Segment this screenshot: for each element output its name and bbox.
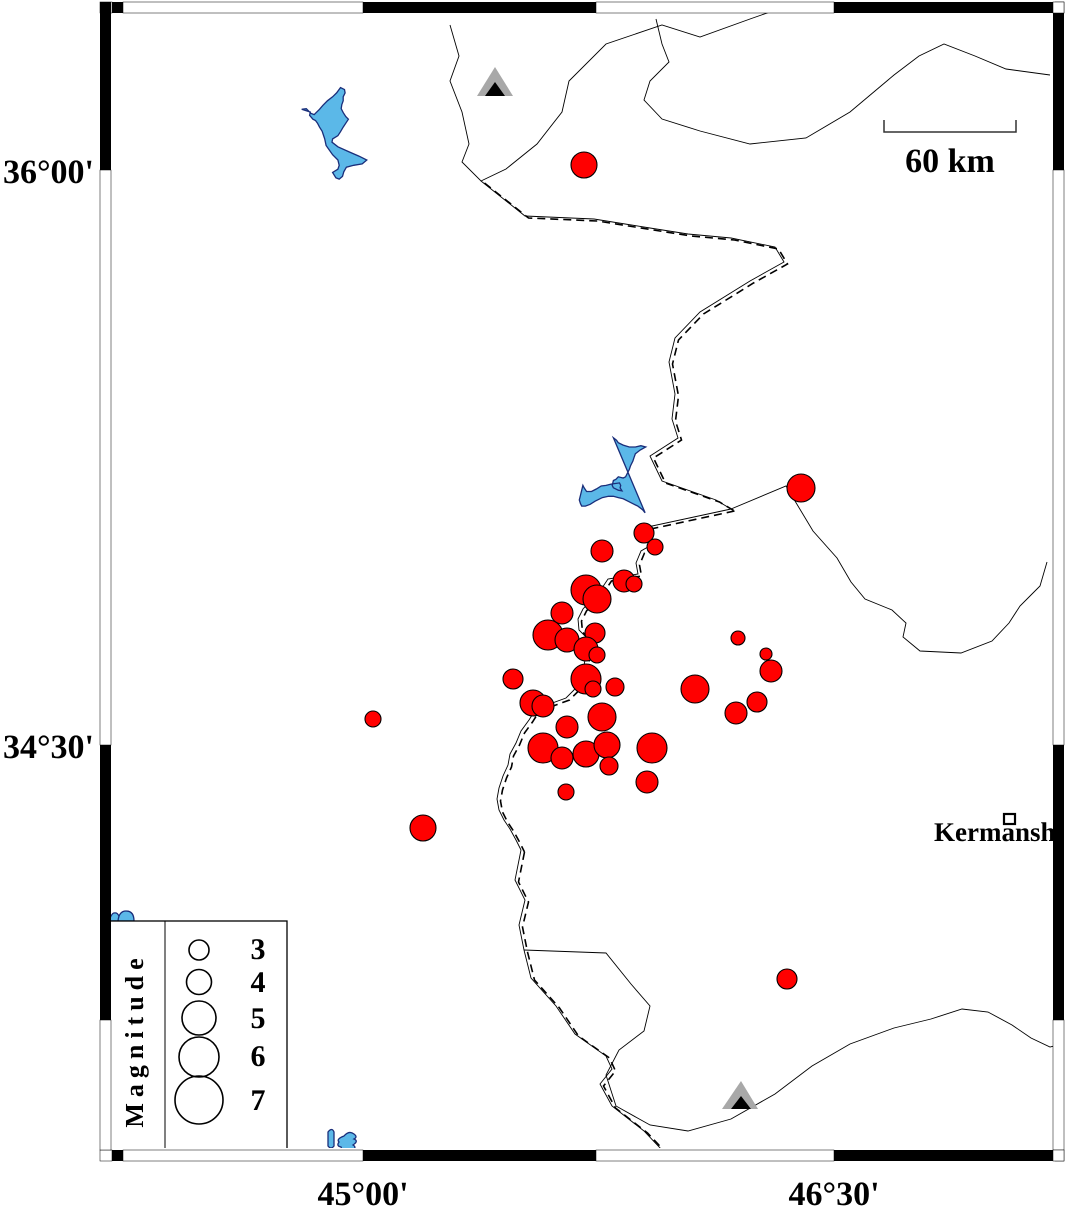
svg-text:45°00': 45°00' — [317, 1176, 408, 1207]
svg-text:60 km: 60 km — [905, 143, 995, 180]
svg-text:46°30': 46°30' — [788, 1176, 879, 1207]
svg-text:Kermanshah: Kermanshah — [934, 817, 1066, 847]
svg-text:34°30': 34°30' — [3, 729, 94, 766]
svg-text:5: 5 — [251, 1002, 266, 1035]
svg-text:7: 7 — [251, 1084, 266, 1117]
svg-text:36°00': 36°00' — [3, 154, 94, 191]
svg-text:4: 4 — [251, 966, 266, 999]
svg-text:6: 6 — [251, 1040, 266, 1073]
svg-text:3: 3 — [251, 933, 266, 966]
svg-text:Magnitude: Magnitude — [120, 952, 149, 1127]
